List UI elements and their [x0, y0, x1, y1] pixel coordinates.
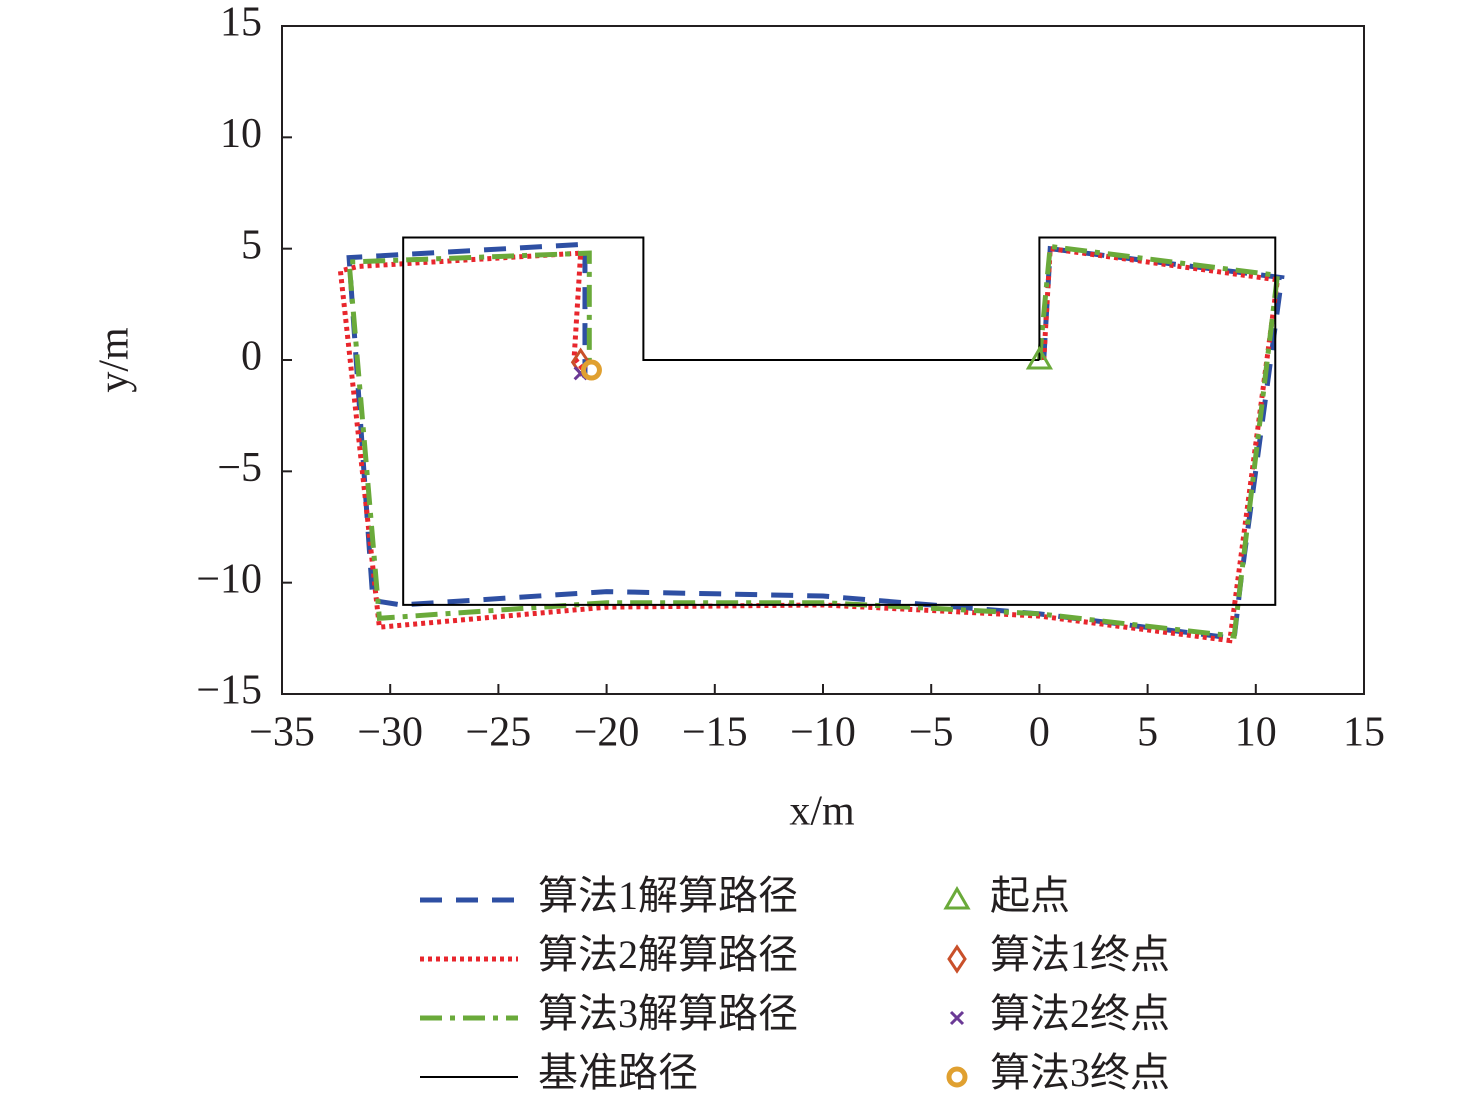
legend-marker [943, 886, 971, 910]
marker [1025, 346, 1054, 370]
x-tick-label: −5 [909, 710, 954, 756]
legend-label: 算法1终点 [990, 932, 1170, 977]
legend-marker [946, 1066, 968, 1088]
x-tick-label: −25 [466, 710, 532, 756]
y-tick-label: −5 [217, 445, 262, 491]
legend-label: 算法2终点 [990, 991, 1170, 1036]
y-tick-label: 10 [220, 111, 262, 157]
legend-label: 算法3解算路径 [538, 991, 798, 1036]
y-tick-label: 5 [241, 222, 262, 268]
x-tick-label: −35 [249, 710, 315, 756]
y-tick-label: −15 [196, 668, 262, 714]
x-axis-label: x/m [789, 789, 855, 835]
y-tick-label: −10 [196, 556, 262, 602]
legend-label: 算法2解算路径 [538, 932, 798, 977]
series-line [346, 243, 1281, 639]
y-axis-label: y/m [92, 327, 138, 393]
series-line [337, 245, 1281, 644]
x-tick-label: 0 [1029, 710, 1050, 756]
x-tick-label: 10 [1235, 710, 1277, 756]
legend-label: 算法1解算路径 [538, 873, 798, 918]
series-line [402, 236, 1277, 606]
marker [580, 359, 602, 381]
series-line [346, 241, 1285, 642]
legend-marker [949, 1010, 965, 1026]
legend-marker [947, 944, 967, 974]
x-tick-label: 15 [1343, 710, 1385, 756]
x-tick-label: −15 [682, 710, 748, 756]
legend-label: 算法3终点 [990, 1050, 1170, 1095]
legend-label: 起点 [990, 873, 1070, 918]
y-tick-label: 0 [241, 334, 262, 380]
y-tick-label: 15 [220, 0, 262, 46]
x-tick-label: −30 [357, 710, 423, 756]
x-tick-label: 5 [1137, 710, 1158, 756]
legend-label: 基准路径 [538, 1050, 698, 1095]
x-tick-label: −20 [574, 710, 640, 756]
x-tick-label: −10 [790, 710, 856, 756]
